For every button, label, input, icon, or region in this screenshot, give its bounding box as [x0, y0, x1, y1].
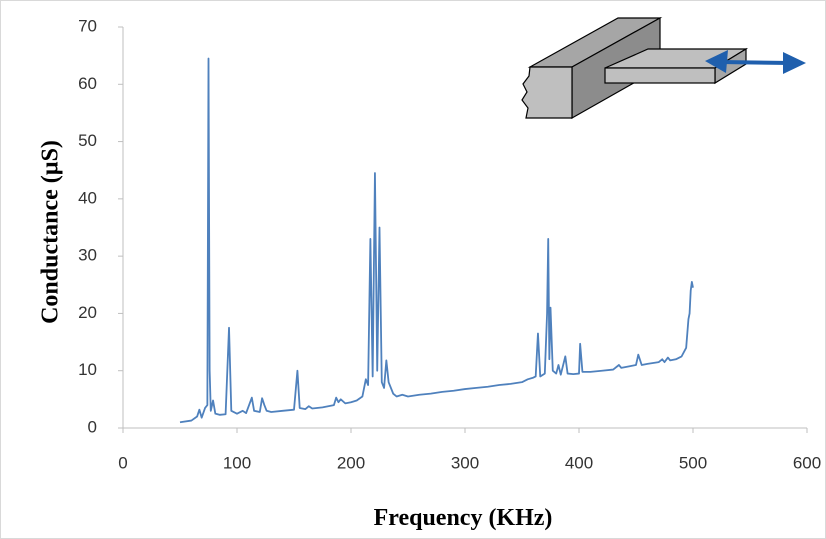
- x-tick-label: 600: [793, 453, 821, 472]
- x-axis-title: Frequency (KHz): [374, 505, 553, 531]
- y-tick-label: 20: [78, 303, 97, 322]
- x-tick-label: 0: [118, 453, 127, 472]
- x-tick-label: 100: [223, 453, 251, 472]
- y-tick-label: 30: [78, 246, 97, 265]
- y-tick-label: 40: [78, 188, 97, 207]
- data-line: [179, 57, 694, 424]
- y-tick-label: 60: [78, 74, 97, 93]
- y-tick-label: 50: [78, 131, 97, 150]
- x-tick-label: 300: [451, 453, 479, 472]
- arrow-head-left: [705, 50, 728, 73]
- y-tick-label: 10: [78, 360, 97, 379]
- arrow-head-right: [783, 52, 806, 74]
- x-tick-label: 200: [337, 453, 365, 472]
- x-tick-label: 400: [565, 453, 593, 472]
- plate-front: [604, 67, 716, 84]
- x-tick-label: 500: [679, 453, 707, 472]
- y-tick-label: 70: [78, 16, 97, 35]
- inset-diagram: [521, 16, 806, 120]
- y-tick-label: 0: [88, 417, 97, 436]
- arrow-shaft: [719, 60, 791, 65]
- y-axis-title: Conductance (µS): [38, 140, 64, 324]
- beam-front: [521, 66, 573, 119]
